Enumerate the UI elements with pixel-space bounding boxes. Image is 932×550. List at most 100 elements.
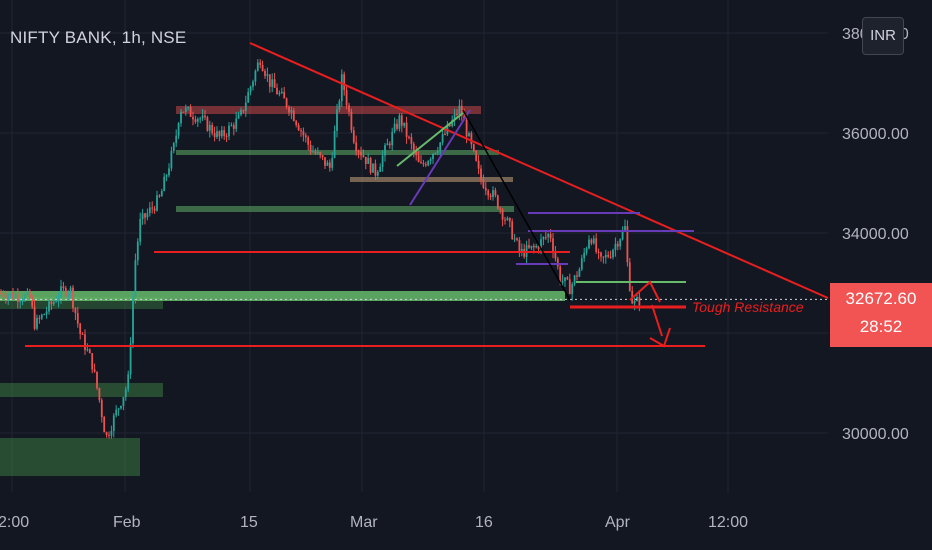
projection-line [462, 109, 571, 301]
candle-body [480, 168, 482, 180]
candle-body [504, 219, 506, 221]
candle-body [357, 151, 360, 153]
candle-body [604, 254, 607, 258]
candle-body [280, 91, 283, 94]
candle-body [96, 371, 98, 389]
x-axis-label: 2:00 [0, 514, 29, 531]
candle-body [283, 91, 286, 99]
candle-body [105, 432, 108, 435]
candle-body [288, 107, 290, 113]
candle-body [535, 245, 538, 248]
candle-body [170, 150, 173, 169]
candle-body [372, 163, 374, 173]
candle-body [542, 237, 545, 240]
candle-body [136, 241, 139, 261]
candle-body [412, 143, 415, 152]
candle-body [367, 158, 370, 164]
candle-body [333, 130, 336, 158]
candle-body [112, 415, 115, 431]
candle-body [254, 70, 257, 82]
candle-body [619, 239, 622, 247]
y-axis-label: 36000.00 [842, 126, 909, 143]
candle-body [64, 288, 67, 297]
candle-body [434, 152, 437, 154]
candle-body [74, 307, 77, 314]
currency-button[interactable]: INR [862, 17, 904, 55]
candle-body [343, 74, 346, 91]
candle-body [561, 280, 564, 283]
candle-body [470, 133, 473, 145]
candle-body [48, 301, 50, 312]
candle-body [218, 131, 221, 137]
tough-resistance-label: Tough Resistance [692, 299, 804, 315]
candle-body [499, 208, 502, 210]
candle-body [187, 106, 190, 108]
candle-body [624, 226, 626, 230]
candle-body [194, 119, 197, 122]
candle-body [273, 79, 276, 88]
candle-body [67, 292, 70, 297]
candle-body [225, 135, 228, 137]
last-price-tag: 32672.60 28:52 [830, 283, 932, 347]
candle-body [127, 374, 130, 390]
x-axis-label: Mar [350, 514, 378, 531]
candle-body [216, 131, 218, 138]
candle-body [168, 168, 170, 176]
candle-body [9, 292, 12, 296]
candle-body [240, 109, 242, 115]
candle-body [460, 105, 463, 116]
candle-body [436, 151, 439, 153]
last-price: 32672.60 [845, 289, 917, 308]
candle-body [379, 166, 382, 172]
candle-body [585, 248, 588, 253]
candle-body [50, 301, 53, 305]
candle-body [326, 162, 329, 166]
down-arrow-head [649, 327, 671, 348]
candle-body [592, 238, 595, 244]
candle-body [398, 115, 401, 129]
candle-body [628, 262, 631, 291]
candle-body [336, 109, 338, 131]
candle-body [57, 297, 60, 302]
candle-body [496, 195, 499, 209]
candle-body [482, 179, 485, 188]
x-axis-label: 16 [475, 514, 493, 531]
candle-body [400, 115, 403, 126]
x-axis-label: 15 [240, 514, 258, 531]
candle-body [278, 93, 281, 95]
candle-body [633, 301, 636, 304]
x-axis-label: Feb [113, 514, 141, 531]
candle-body [295, 120, 298, 126]
candle-body [528, 245, 530, 248]
candle-body [381, 155, 384, 167]
candle-body [432, 153, 434, 160]
candle-body [388, 143, 391, 146]
candle-body [408, 136, 410, 138]
candle-body [518, 240, 521, 252]
resistance-zone [176, 106, 481, 114]
candle-body [72, 287, 74, 308]
grid [0, 0, 828, 492]
candle-body [396, 123, 398, 129]
y-axis-label: 30000.00 [842, 426, 909, 443]
candle-body [516, 238, 518, 241]
candle-body [638, 297, 641, 306]
candle-body [621, 229, 624, 240]
candle-body [532, 245, 535, 248]
candle-body [364, 156, 367, 164]
candle-body [223, 130, 226, 136]
candle-body [429, 159, 432, 162]
candle-body [156, 195, 158, 211]
candle-body [208, 124, 211, 131]
candle-body [544, 237, 547, 239]
candle-body [547, 233, 550, 238]
candle-body [314, 151, 317, 154]
candle-body [266, 74, 269, 76]
candle-body [410, 137, 413, 144]
candle-body [91, 353, 94, 370]
candle-body [84, 334, 86, 350]
candle-body [180, 111, 182, 124]
candle-body [177, 123, 180, 136]
channel-line [409, 109, 471, 206]
